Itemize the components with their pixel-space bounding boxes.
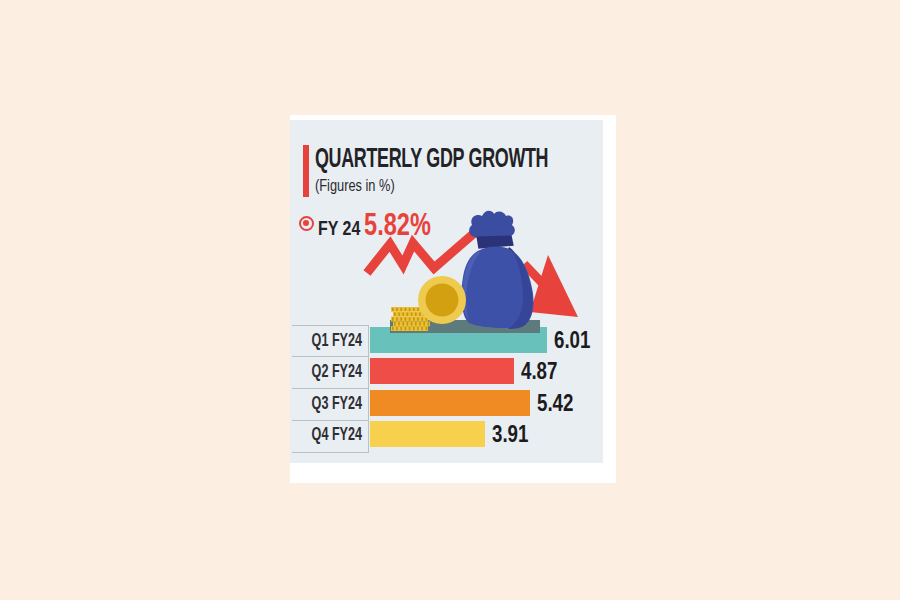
separator-line xyxy=(292,356,369,357)
bar-q2 xyxy=(370,358,514,384)
bar-q4 xyxy=(370,421,485,447)
chart-subtitle: (Figures in %) xyxy=(315,177,395,195)
category-label: Q2 FY24 xyxy=(290,358,365,384)
category-label: Q1 FY24 xyxy=(290,327,365,353)
value-label: 3.91 xyxy=(492,420,528,448)
bar-row: 4.87 xyxy=(370,358,567,384)
coin-icon xyxy=(418,276,466,324)
title-accent-bar xyxy=(303,145,309,197)
category-label: Q4 FY24 xyxy=(290,421,365,447)
fy-label: FY 24 xyxy=(318,216,360,239)
separator-line xyxy=(292,452,369,453)
value-label: 4.87 xyxy=(521,357,557,385)
chart-title: QUARTERLY GDP GROWTH xyxy=(315,142,548,174)
axis-line xyxy=(368,325,369,452)
bar-q3 xyxy=(370,390,530,416)
separator-line xyxy=(292,388,369,389)
value-label: 5.42 xyxy=(537,389,573,417)
bar-row: 5.42 xyxy=(370,390,584,416)
illustration xyxy=(360,205,590,335)
infographic-card: QUARTERLY GDP GROWTH (Figures in %) FY 2… xyxy=(290,120,603,463)
fy-marker-icon xyxy=(299,216,314,231)
bar-row: 3.91 xyxy=(370,421,539,447)
separator-line xyxy=(292,325,369,326)
category-label: Q3 FY24 xyxy=(290,390,365,416)
money-bag-icon xyxy=(461,211,533,329)
